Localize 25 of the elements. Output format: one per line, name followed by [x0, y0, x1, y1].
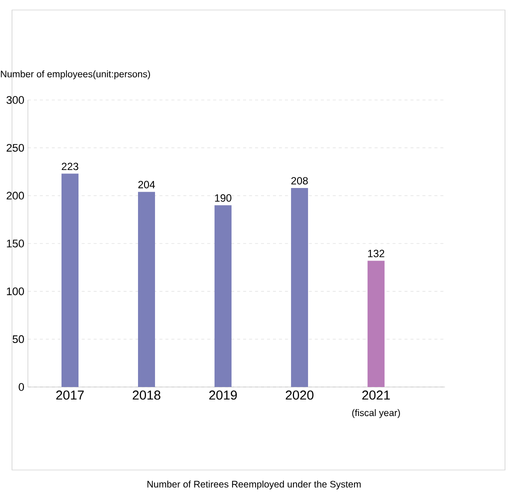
- y-tick-label: 300: [6, 96, 24, 104]
- bar: [291, 188, 308, 387]
- x-axis-title: (fiscal year): [352, 409, 400, 418]
- x-tick-label: 2019: [209, 390, 237, 400]
- data-label: 208: [291, 177, 308, 184]
- x-tick-label: 2021: [362, 390, 390, 400]
- y-tick-label: 150: [6, 240, 24, 248]
- data-label: 132: [368, 250, 384, 258]
- y-tick-label: 100: [6, 287, 24, 296]
- data-label: 223: [62, 162, 78, 170]
- y-tick-label: 200: [6, 192, 24, 200]
- bar: [368, 260, 385, 387]
- y-axis-title: Number of employees(unit:persons): [0, 70, 150, 80]
- text: Number of Retirees Reemployed under the System: [147, 480, 361, 490]
- x-tick-label: 2020: [286, 390, 314, 400]
- y-tick-label: 0: [18, 383, 24, 391]
- y-tick-label: 50: [12, 335, 24, 344]
- x-tick-label: 2017: [56, 390, 84, 400]
- y-tick-label: 250: [6, 144, 24, 152]
- bar: [62, 174, 78, 387]
- data-label: 204: [138, 180, 155, 188]
- data-label: 190: [215, 194, 232, 202]
- bar: [214, 205, 232, 387]
- bar: [138, 192, 156, 387]
- x-tick-label: 2018: [132, 390, 160, 400]
